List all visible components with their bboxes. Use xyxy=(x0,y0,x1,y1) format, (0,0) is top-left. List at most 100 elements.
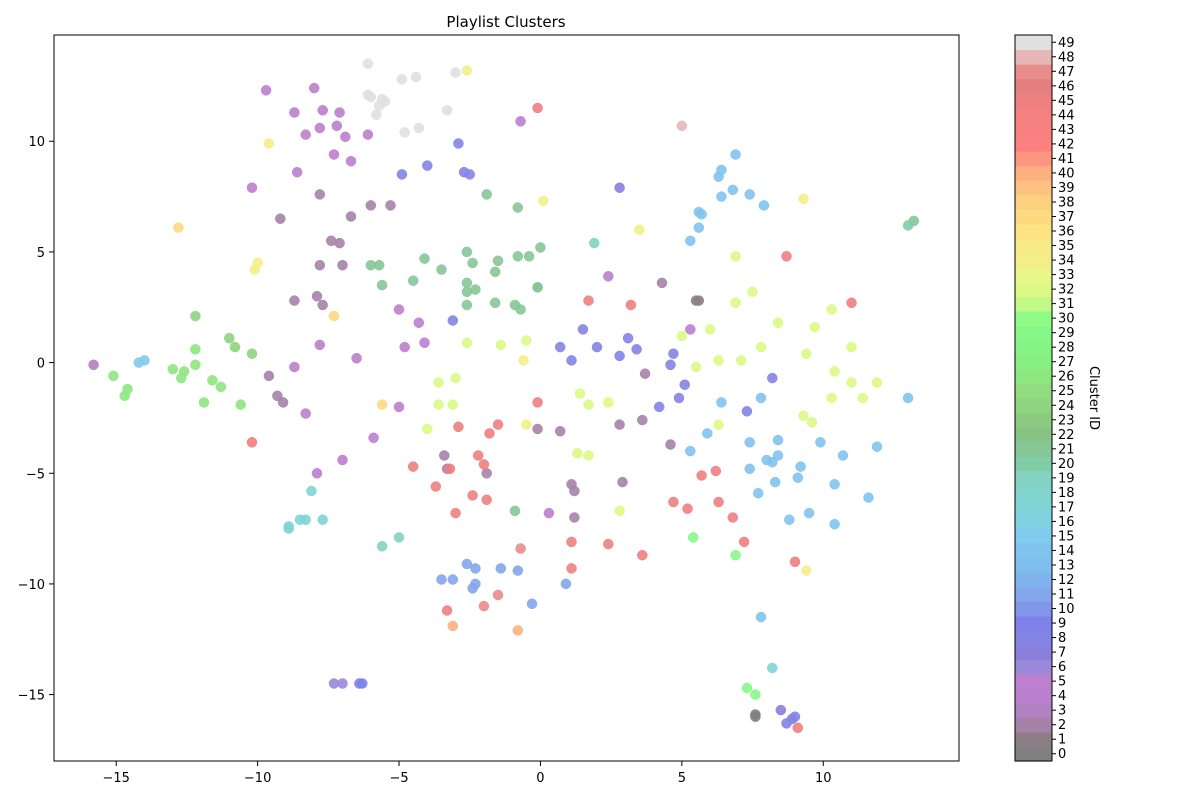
scatter-point xyxy=(789,556,801,568)
colorbar-tick-label: 24 xyxy=(1058,399,1075,414)
scatter-point xyxy=(422,423,433,435)
scatter-point xyxy=(260,85,272,96)
scatter-point xyxy=(716,397,727,408)
colorbar-tick-label: 9 xyxy=(1058,617,1066,632)
scatter-point xyxy=(413,122,425,134)
scatter-point xyxy=(433,399,444,410)
scatter-point xyxy=(484,428,495,439)
colorbar-segment xyxy=(1015,485,1052,501)
scatter-point xyxy=(283,523,294,534)
scatter-point xyxy=(535,242,546,253)
scatter-point xyxy=(665,439,676,450)
scatter-point xyxy=(713,419,724,430)
scatter-point xyxy=(467,490,478,501)
colorbar-segment xyxy=(1015,615,1052,631)
scatter-point xyxy=(495,339,507,351)
scatter-point xyxy=(625,299,637,311)
scatter-point xyxy=(829,479,840,490)
scatter-point xyxy=(668,496,679,508)
scatter-point xyxy=(399,127,410,138)
colorbar-tick-label: 42 xyxy=(1058,137,1075,152)
scatter-point xyxy=(750,711,761,722)
x-axis: −15 −10 −5 0 5 10 xyxy=(103,761,832,786)
scatter-point xyxy=(328,310,340,322)
scatter-point xyxy=(554,425,566,437)
scatter-point xyxy=(574,388,586,399)
scatter-point xyxy=(781,251,792,262)
scatter-point xyxy=(215,381,227,393)
scatter-point xyxy=(583,450,594,461)
scatter-point xyxy=(676,120,688,132)
colorbar-segment xyxy=(1015,470,1052,486)
colorbar-tick-label: 4 xyxy=(1058,689,1066,704)
scatter-point xyxy=(696,209,707,220)
colorbar-frame xyxy=(1014,34,1053,762)
scatter-point xyxy=(461,277,473,289)
scatter-point xyxy=(710,465,722,477)
scatter-point xyxy=(334,107,345,118)
colorbar-segment xyxy=(1015,209,1052,225)
scatter-point xyxy=(653,401,665,413)
colorbar-segment xyxy=(1015,543,1052,559)
scatter-point xyxy=(772,450,784,461)
colorbar-tick-label: 5 xyxy=(1058,675,1066,690)
scatter-point xyxy=(730,251,741,262)
scatter-point xyxy=(173,222,184,233)
scatter-point xyxy=(289,107,300,118)
scatter-point xyxy=(467,257,478,269)
scatter-point xyxy=(439,450,450,461)
colorbar-tick-label: 7 xyxy=(1058,646,1066,661)
scatter-point xyxy=(755,611,767,623)
scatter-point xyxy=(532,397,543,408)
scatter-point xyxy=(481,189,492,200)
colorbar-tick-label: 18 xyxy=(1058,486,1075,501)
colorbar-segment xyxy=(1015,325,1052,341)
scatter-point xyxy=(837,450,849,461)
scatter-point xyxy=(902,220,914,231)
colorbar-tick-label: 13 xyxy=(1058,558,1075,573)
scatter-point xyxy=(373,100,385,112)
scatter-point xyxy=(871,441,883,452)
colorbar-segment xyxy=(1015,601,1052,617)
scatter-point xyxy=(696,470,707,481)
colorbar-segment xyxy=(1015,746,1052,762)
scatter-point xyxy=(682,503,693,514)
scatter-point xyxy=(340,131,351,143)
scatter-point xyxy=(376,399,388,410)
scatter-point xyxy=(741,406,753,417)
points-layer xyxy=(88,58,920,734)
colorbar-segment xyxy=(1015,731,1052,748)
scatter-point xyxy=(716,191,727,202)
scatter-point xyxy=(447,399,459,410)
colorbar-tick-label: 2 xyxy=(1058,718,1066,733)
colorbar-segment xyxy=(1015,64,1052,80)
colorbar-segment xyxy=(1015,717,1052,733)
scatter-point xyxy=(314,189,326,200)
scatter-point xyxy=(515,543,526,554)
scatter-point xyxy=(436,574,447,585)
colorbar-tick-label: 0 xyxy=(1058,747,1066,762)
colorbar-tick-label: 40 xyxy=(1058,166,1075,181)
scatter-point xyxy=(167,363,179,375)
colorbar-tick-label: 29 xyxy=(1058,326,1075,341)
scatter-point xyxy=(795,461,806,472)
scatter-point xyxy=(532,423,543,435)
scatter-point xyxy=(331,120,343,132)
scatter-point xyxy=(311,468,323,479)
colorbar-segment xyxy=(1015,180,1052,196)
scatter-point xyxy=(314,339,326,351)
x-tick-label: 0 xyxy=(536,771,544,786)
colorbar-segment xyxy=(1015,398,1052,414)
scatter-point xyxy=(617,476,628,488)
colorbar-segment xyxy=(1015,514,1052,530)
scatter-point xyxy=(450,67,461,78)
scatter-point xyxy=(314,259,326,271)
scatter-point xyxy=(351,352,362,364)
colorbar-tick-label: 14 xyxy=(1058,544,1075,559)
colorbar-tick-label: 31 xyxy=(1058,297,1075,312)
y-tick-label: 10 xyxy=(28,135,45,150)
scatter-point xyxy=(538,195,549,207)
scatter-point xyxy=(798,410,809,421)
colorbar-tick-label: 38 xyxy=(1058,195,1075,210)
